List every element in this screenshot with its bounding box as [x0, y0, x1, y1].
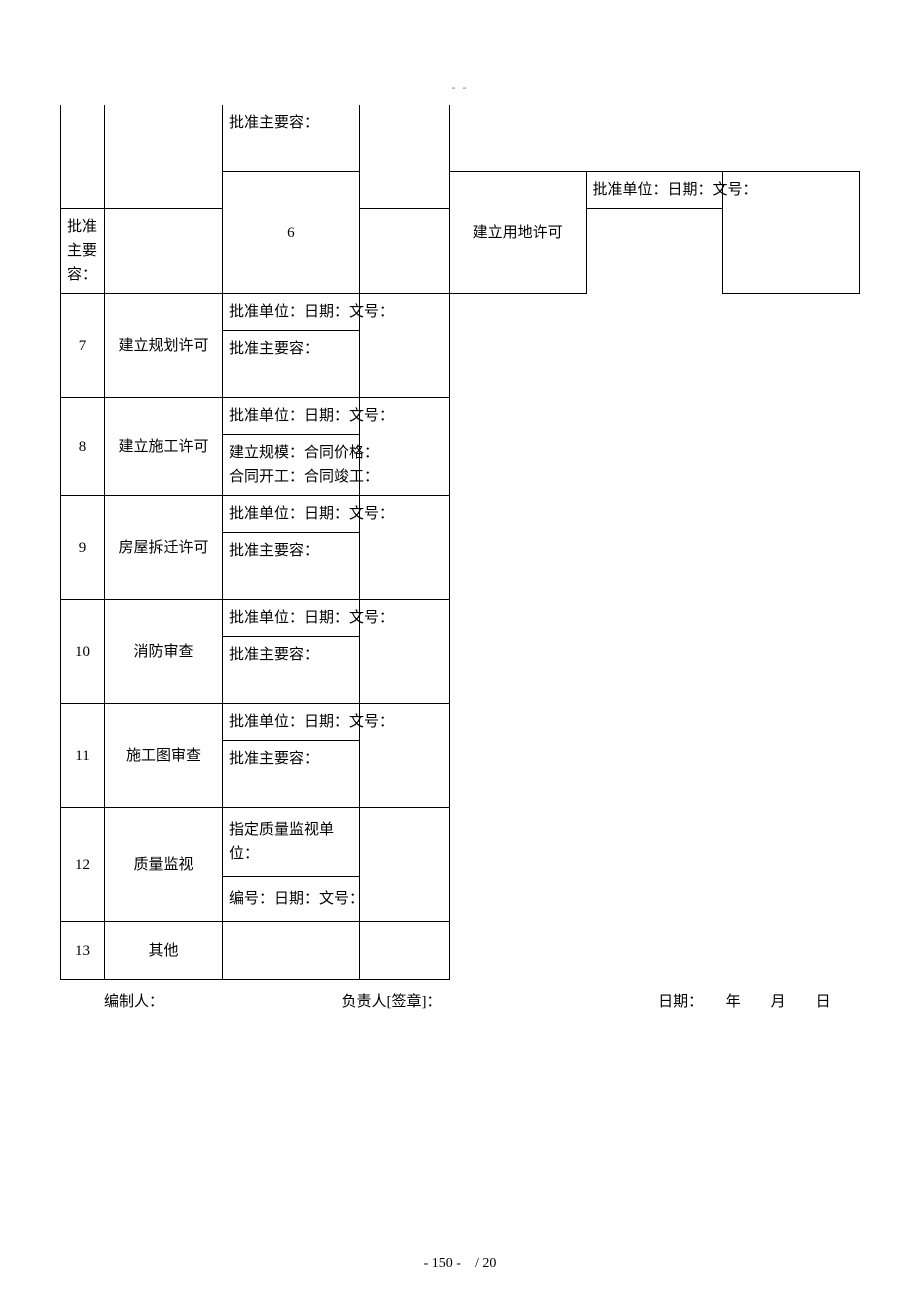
cell-remark: [359, 105, 449, 209]
row-name: 房屋拆迁许可: [105, 496, 223, 600]
row-num: [61, 105, 105, 209]
cell-content: 批准主要容：: [223, 637, 360, 704]
label-date: 日期：: [274, 887, 319, 911]
cell-header: 批准单位： 日期： 文号：: [223, 398, 360, 435]
table-row: 7 建立规划许可 批准单位： 日期： 文号：: [61, 294, 860, 331]
label-approval-content: 批准主要容：: [67, 219, 97, 283]
label-docno: 文号：: [349, 300, 394, 324]
footer-line: 编制人： 负责人[签章]： 日期： 年 月 日: [60, 990, 860, 1011]
cell-header: 批准单位： 日期： 文号：: [223, 704, 360, 741]
label-approval-content: 批准主要容：: [229, 341, 319, 357]
label-build-scale: 建立规模：: [229, 441, 304, 465]
table-row: 13 其他: [61, 922, 860, 980]
table-row: 批准主要容：: [61, 105, 860, 172]
label-contract-price: 合同价格：: [304, 441, 379, 465]
cell-remark: [359, 922, 449, 980]
label-docno: 文号：: [713, 178, 758, 202]
cell-header: 批准单位： 日期： 文号：: [223, 600, 360, 637]
row-name: 施工图审查: [105, 704, 223, 808]
cell-header: 批准单位： 日期： 文号：: [223, 496, 360, 533]
label-docno: 文号：: [319, 887, 364, 911]
footer-responsible: 负责人[签章]：: [341, 990, 658, 1011]
row-name: [105, 105, 223, 209]
cell-designated: 指定质量监视单位：: [223, 808, 360, 877]
label-contract-end: 合同竣工：: [304, 465, 379, 489]
row-num: 12: [61, 808, 105, 922]
cell-serial: 编号： 日期： 文号：: [223, 877, 360, 922]
table-row: 10 消防审查 批准单位： 日期： 文号：: [61, 600, 860, 637]
label-date: 日期：: [668, 178, 713, 202]
row-num: 13: [61, 922, 105, 980]
cell-content: 批准主要容：: [61, 209, 105, 294]
row-num: 10: [61, 600, 105, 704]
row-name: 建立用地许可: [449, 172, 586, 294]
label-approval-content: 批准主要容：: [229, 543, 319, 559]
row-num: 11: [61, 704, 105, 808]
row-name: 其他: [105, 922, 223, 980]
row-name: 消防审查: [105, 600, 223, 704]
label-date: 日期：: [304, 404, 349, 428]
footer-date: 日期： 年 月 日: [658, 990, 856, 1011]
document-page: - - 批准主要容： 6 建立用地许可 批准单位： 日期： 文号：: [0, 0, 920, 1302]
label-docno: 文号：: [349, 502, 394, 526]
label-approval-content: 批准主要容：: [229, 751, 319, 767]
cell-remark: [359, 808, 449, 922]
row-num: 8: [61, 398, 105, 496]
label-designated-quality-unit: 指定质量监视单位：: [229, 822, 334, 862]
label-date: 日期：: [304, 710, 349, 734]
cell-content: 建立规模： 合同价格： 合同开工： 合同竣工：: [223, 435, 360, 496]
label-approval-unit: 批准单位：: [229, 502, 304, 526]
table-row: 8 建立施工许可 批准单位： 日期： 文号：: [61, 398, 860, 435]
table-row: 12 质量监视 指定质量监视单位：: [61, 808, 860, 877]
label-contract-start: 合同开工：: [229, 465, 304, 489]
table-row: 9 房屋拆迁许可 批准单位： 日期： 文号：: [61, 496, 860, 533]
label-approval-unit: 批准单位：: [593, 178, 668, 202]
label-serial-no: 编号：: [229, 887, 274, 911]
cell-content: 批准主要容：: [223, 331, 360, 398]
page-number: - 150 - / 20: [0, 1252, 920, 1272]
header-mark: - -: [60, 80, 860, 95]
label-approval-unit: 批准单位：: [229, 606, 304, 630]
label-docno: 文号：: [349, 606, 394, 630]
cell-header: 批准单位： 日期： 文号：: [223, 294, 360, 331]
row-num: 6: [223, 172, 360, 294]
row-num: 7: [61, 294, 105, 398]
label-approval-content: 批准主要容：: [229, 115, 319, 131]
cell-content: 批准主要容：: [223, 533, 360, 600]
approval-table: 批准主要容： 6 建立用地许可 批准单位： 日期： 文号： 批准主要容：: [60, 105, 860, 980]
label-date: 日期：: [304, 300, 349, 324]
cell-content: 批准主要容：: [223, 741, 360, 808]
row-name: 建立施工许可: [105, 398, 223, 496]
row-num: 9: [61, 496, 105, 600]
label-date: 日期：: [304, 502, 349, 526]
cell-header: 批准单位： 日期： 文号：: [586, 172, 723, 209]
label-date: 日期：: [304, 606, 349, 630]
cell-content: 批准主要容：: [223, 105, 360, 172]
label-docno: 文号：: [349, 404, 394, 428]
label-approval-unit: 批准单位：: [229, 404, 304, 428]
table-row: 11 施工图审查 批准单位： 日期： 文号：: [61, 704, 860, 741]
label-approval-unit: 批准单位：: [229, 300, 304, 324]
row-name: 建立规划许可: [105, 294, 223, 398]
cell-other: [223, 922, 360, 980]
label-approval-unit: 批准单位：: [229, 710, 304, 734]
row-name: 质量监视: [105, 808, 223, 922]
label-docno: 文号：: [349, 710, 394, 734]
footer-compiler: 编制人：: [104, 990, 341, 1011]
label-approval-content: 批准主要容：: [229, 647, 319, 663]
